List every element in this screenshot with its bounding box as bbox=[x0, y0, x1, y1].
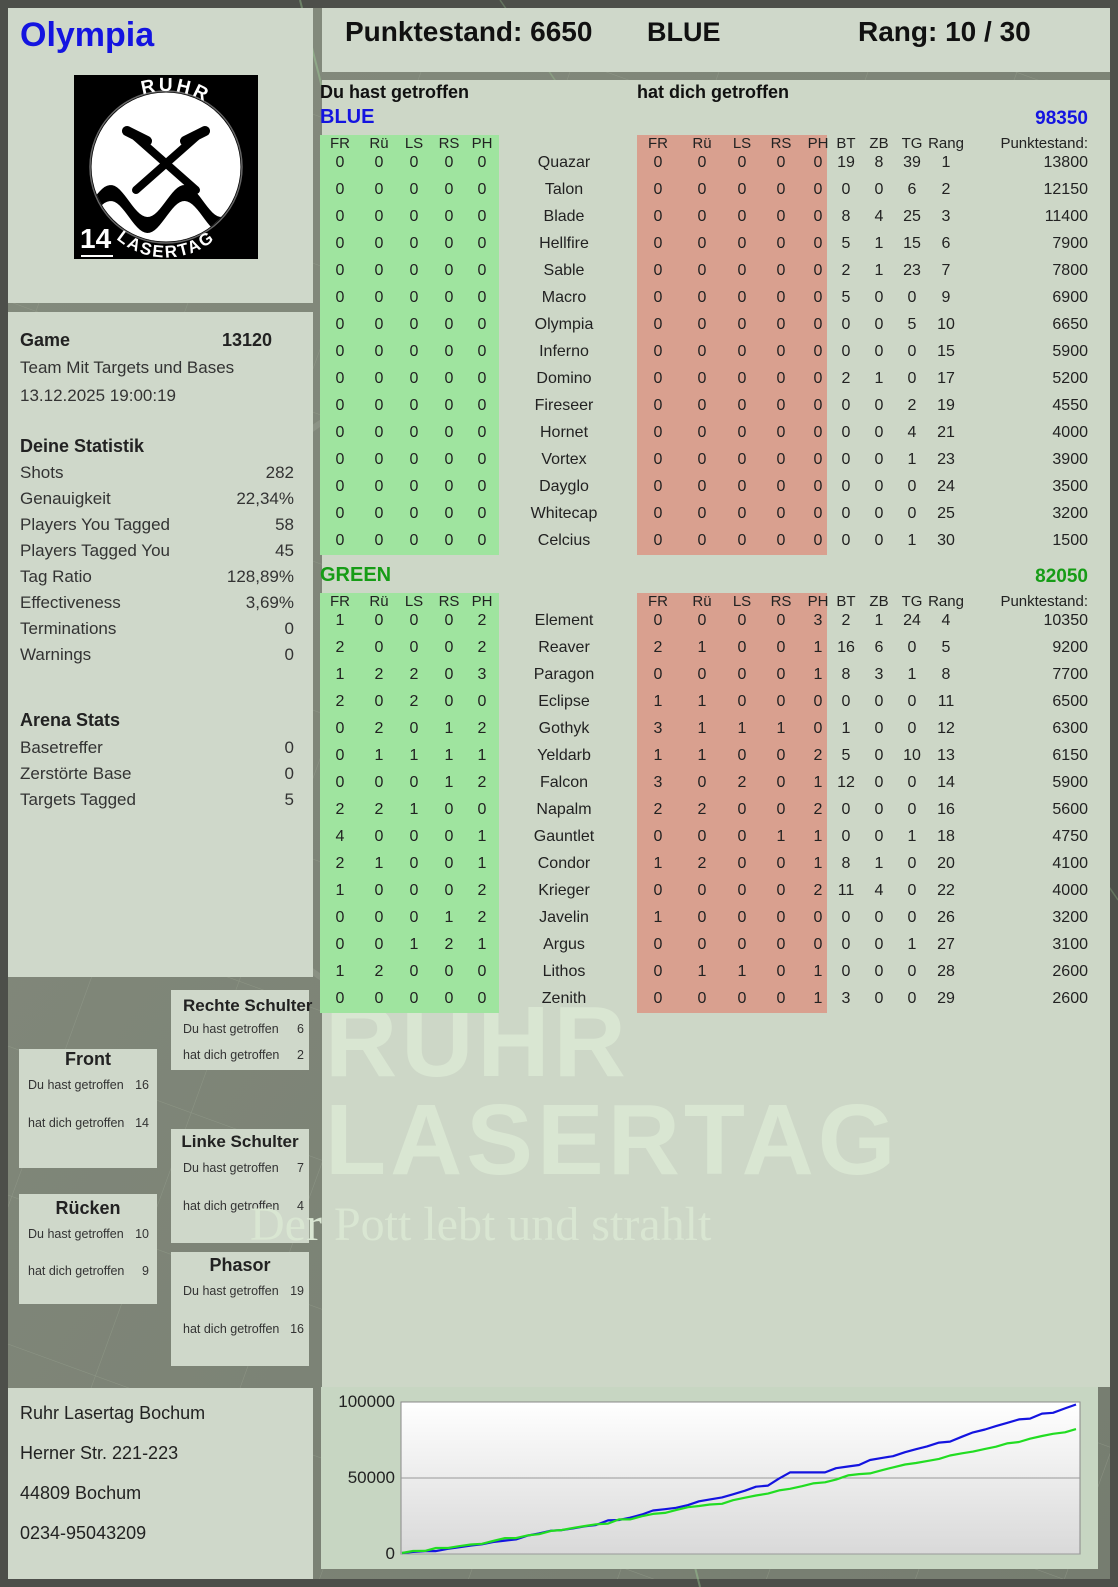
svg-text:50000: 50000 bbox=[348, 1468, 395, 1487]
svg-text:100000: 100000 bbox=[338, 1392, 395, 1411]
svg-text:0: 0 bbox=[386, 1544, 395, 1563]
